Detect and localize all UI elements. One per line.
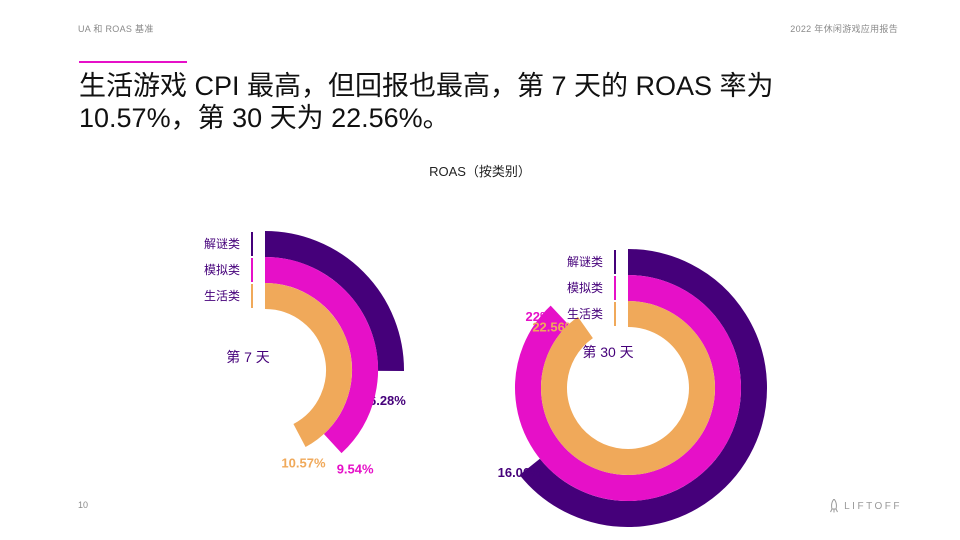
logo-text: LIFTOFF xyxy=(844,500,902,512)
category-label: 生活类 xyxy=(204,289,240,303)
category-label: 解谜类 xyxy=(204,237,240,251)
value-label: 6.28% xyxy=(369,393,406,408)
ring-2-2 xyxy=(515,275,741,501)
category-label: 解谜类 xyxy=(567,255,603,269)
value-label: 16.06% xyxy=(498,465,543,480)
ring-1-2 xyxy=(264,257,378,454)
rocket-icon xyxy=(830,499,839,513)
ring-1-3 xyxy=(264,283,352,447)
page-number: 10 xyxy=(78,500,89,510)
panel-label: 第 30 天 xyxy=(582,344,633,360)
ring-2-1 xyxy=(519,249,767,527)
value-label: 9.54% xyxy=(337,462,374,477)
header-section-label: UA 和 ROAS 基准 xyxy=(78,24,154,34)
category-label: 模拟类 xyxy=(567,281,603,295)
ring-1-1 xyxy=(264,231,405,372)
header-report-title: 2022 年休闲游戏应用报告 xyxy=(790,24,898,34)
liftoff-logo: LIFTOFF xyxy=(829,499,902,513)
accent-divider xyxy=(79,61,187,63)
page-headline: 生活游戏 CPI 最高，但回报也最高，第 7 天的 ROAS 率为 10.57%… xyxy=(79,71,774,133)
ring-2-3 xyxy=(541,301,715,475)
category-label: 模拟类 xyxy=(204,263,240,277)
chart-title: ROAS（按类别） xyxy=(429,164,531,179)
value-label: 22% xyxy=(526,309,552,324)
value-label: 22.56% xyxy=(532,319,577,334)
value-label: 10.57% xyxy=(281,455,326,470)
category-label: 生活类 xyxy=(567,307,603,321)
panel-label: 第 7 天 xyxy=(226,349,270,365)
